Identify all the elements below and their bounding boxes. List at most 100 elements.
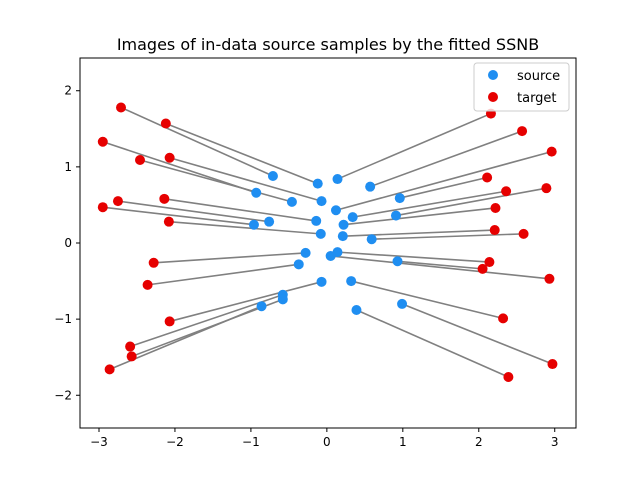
source-point: [330, 205, 341, 216]
target-point: [490, 202, 501, 213]
legend-target-label: target: [517, 91, 557, 106]
source-point: [293, 259, 304, 270]
x-tick-label: 0: [323, 435, 331, 449]
plot-frame: [79, 57, 577, 429]
target-point: [489, 225, 500, 236]
mapping-line: [147, 263, 299, 286]
source-point: [256, 301, 267, 312]
target-point: [547, 359, 558, 370]
target-point: [484, 257, 495, 268]
source-point: [312, 178, 323, 189]
target-point: [541, 183, 552, 194]
target-point: [503, 371, 514, 382]
legend-target-marker: [488, 92, 498, 102]
target-point: [501, 186, 512, 197]
mapping-line: [165, 122, 319, 185]
source-point: [316, 276, 327, 287]
mapping-line: [153, 252, 306, 264]
target-point: [97, 136, 108, 147]
source-point: [366, 234, 377, 245]
y-axis: −2 −1 0 1 2: [54, 84, 80, 402]
source-point: [264, 216, 275, 227]
source-point: [267, 171, 278, 182]
mapping-line: [399, 176, 488, 199]
source-point: [316, 196, 327, 207]
mapping-line: [139, 159, 293, 203]
x-tick-label: 2: [475, 435, 483, 449]
x-axis: −3 −2 −1 0 1 2 3: [90, 428, 559, 449]
target-point: [135, 155, 146, 166]
mapping-line: [102, 206, 255, 226]
target-point: [518, 228, 529, 239]
source-point: [251, 187, 262, 198]
y-tick-label: 1: [64, 160, 72, 174]
target-point: [544, 273, 555, 284]
mapping-line: [401, 303, 553, 365]
y-tick-label: −2: [54, 388, 72, 402]
mapping-line: [369, 130, 523, 188]
target-point: [148, 257, 159, 268]
mapping-line: [164, 198, 317, 222]
target-point: [142, 279, 153, 290]
mapping-line: [395, 187, 547, 217]
mapping-line: [117, 200, 270, 223]
source-point: [315, 228, 326, 239]
target-point: [163, 216, 174, 227]
source-point: [397, 298, 408, 309]
x-tick-label: −1: [242, 435, 260, 449]
mapping-line: [120, 106, 274, 177]
x-tick-label: −3: [90, 435, 108, 449]
mapping-line: [356, 309, 509, 378]
target-point: [477, 263, 488, 274]
y-tick-label: −1: [54, 312, 72, 326]
source-point: [337, 231, 348, 242]
target-point: [159, 193, 170, 204]
mapping-line: [337, 251, 490, 263]
mapping-line: [168, 220, 321, 235]
source-point: [338, 219, 349, 230]
source-point: [392, 256, 403, 267]
chart-title: Images of in-data source samples by the …: [117, 35, 539, 54]
target-point: [104, 364, 115, 375]
y-tick-label: 0: [64, 236, 72, 250]
legend-source-label: source: [517, 69, 560, 84]
target-point: [116, 102, 127, 113]
target-point: [160, 118, 171, 129]
source-point: [346, 276, 357, 287]
source-point: [300, 247, 311, 258]
mapping-line: [169, 281, 322, 323]
mapping-line: [352, 190, 507, 218]
target-point: [517, 126, 528, 137]
mapping-line: [350, 280, 504, 320]
target-point: [164, 316, 175, 327]
legend: source target: [473, 62, 570, 112]
mapping-line: [337, 112, 492, 180]
target-point: [498, 313, 509, 324]
source-point: [248, 219, 259, 230]
source-point: [286, 196, 297, 207]
target-point: [97, 202, 108, 213]
data-points: [97, 102, 558, 382]
mapping-line: [129, 294, 284, 348]
mapping-line: [343, 207, 496, 226]
target-point: [126, 351, 137, 362]
mapping-line: [371, 233, 524, 240]
mapping-line: [342, 229, 495, 237]
y-tick-label: 2: [64, 84, 72, 98]
source-point: [332, 174, 343, 185]
x-tick-label: 1: [399, 435, 407, 449]
source-point: [394, 193, 405, 204]
source-point: [390, 210, 401, 221]
legend-source-marker: [488, 70, 498, 80]
target-point: [112, 196, 123, 207]
source-point: [277, 294, 288, 305]
x-tick-label: 3: [551, 435, 559, 449]
source-point: [347, 212, 358, 223]
target-point: [482, 172, 493, 183]
mapping-lines: [102, 106, 553, 378]
mapping-line: [397, 260, 483, 270]
x-tick-label: −2: [166, 435, 184, 449]
mapping-line: [169, 156, 322, 202]
source-point: [365, 181, 376, 192]
